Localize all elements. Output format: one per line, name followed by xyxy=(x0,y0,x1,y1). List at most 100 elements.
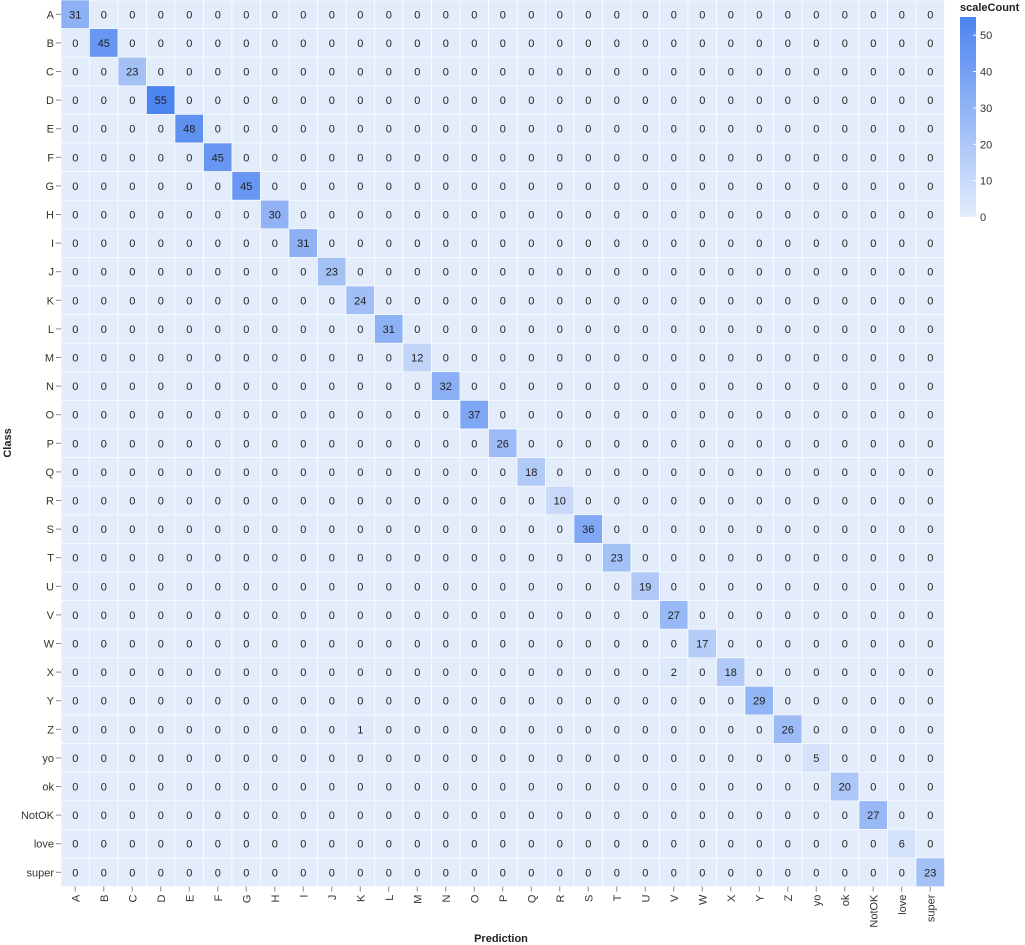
heatmap-cell xyxy=(146,171,176,201)
heatmap-cell xyxy=(174,657,204,687)
cell-value-label: 0 xyxy=(557,267,563,279)
cell-value-label: 0 xyxy=(414,553,420,565)
heatmap-cell xyxy=(117,0,147,29)
cell-value-label: 0 xyxy=(243,238,249,250)
cell-value-label: 0 xyxy=(500,324,506,336)
heatmap-cell xyxy=(915,657,945,687)
cell-value-label: 0 xyxy=(215,667,221,679)
cell-value-label: 0 xyxy=(158,782,164,794)
cell-value-label: 0 xyxy=(870,581,876,593)
heatmap-cell xyxy=(545,686,575,716)
cell-value-label: 0 xyxy=(414,724,420,736)
heatmap-cell xyxy=(773,114,803,144)
cell-value-label: 0 xyxy=(614,782,620,794)
cell-value-label: 0 xyxy=(500,581,506,593)
heatmap-cell xyxy=(89,0,119,29)
cell-value-label: 0 xyxy=(386,410,392,422)
heatmap-cell xyxy=(744,857,774,887)
cell-value-label: 0 xyxy=(72,782,78,794)
heatmap-cell xyxy=(288,285,318,315)
cell-value-label: 0 xyxy=(870,496,876,508)
heatmap-cell xyxy=(773,543,803,573)
heatmap-cell xyxy=(459,28,489,58)
heatmap-cell xyxy=(630,714,660,744)
cell-value-label: 0 xyxy=(899,324,905,336)
cell-value-label: 0 xyxy=(471,238,477,250)
heatmap-cell xyxy=(146,85,176,115)
cell-value-label: 0 xyxy=(357,639,363,651)
cell-value-label: 0 xyxy=(300,467,306,479)
cell-value-label: 0 xyxy=(500,696,506,708)
cell-value-label: 0 xyxy=(870,724,876,736)
cell-value-label: 0 xyxy=(101,124,107,136)
heatmap-cell xyxy=(744,714,774,744)
x-tick-label: love xyxy=(897,895,909,915)
cell-value-label: 0 xyxy=(215,295,221,307)
heatmap-cell xyxy=(887,829,917,859)
heatmap-cell xyxy=(260,600,290,630)
heatmap-cell xyxy=(659,514,689,544)
heatmap-cell xyxy=(459,85,489,115)
cell-value-label: 0 xyxy=(642,353,648,365)
cell-value-label: 0 xyxy=(870,553,876,565)
heatmap-cell xyxy=(488,257,518,287)
cell-value-label: 0 xyxy=(72,210,78,222)
heatmap-cell xyxy=(573,228,603,258)
cell-value-label: 0 xyxy=(414,581,420,593)
heatmap-cell xyxy=(830,457,860,487)
cell-value-label: 0 xyxy=(443,724,449,736)
cell-value-label: 0 xyxy=(785,696,791,708)
heatmap-cell xyxy=(602,800,632,830)
legend-tick-label: 50 xyxy=(980,30,992,42)
cell-value-label: 0 xyxy=(243,753,249,765)
cell-value-label: 0 xyxy=(528,867,534,879)
cell-value-label: 0 xyxy=(585,238,591,250)
cell-value-label: 0 xyxy=(614,267,620,279)
y-tick-label: O xyxy=(45,410,54,422)
cell-value-label: 0 xyxy=(899,467,905,479)
cell-value-label: 0 xyxy=(899,295,905,307)
cell-value-label: 0 xyxy=(386,438,392,450)
heatmap-cell xyxy=(602,114,632,144)
heatmap-cell xyxy=(687,628,717,659)
cell-value-label: 0 xyxy=(927,667,933,679)
cell-value-label: 0 xyxy=(842,210,848,222)
cell-value-label: 0 xyxy=(699,381,705,393)
cell-value-label: 0 xyxy=(101,9,107,21)
cell-value-label: 0 xyxy=(614,639,620,651)
cell-value-label: 0 xyxy=(300,782,306,794)
heatmap-cell xyxy=(744,142,774,172)
cell-value-label: 0 xyxy=(870,696,876,708)
cell-value-label: 0 xyxy=(557,9,563,21)
heatmap-cell xyxy=(545,228,575,258)
cell-value-label: 0 xyxy=(927,610,933,622)
cell-value-label: 0 xyxy=(500,724,506,736)
cell-value-label: 0 xyxy=(386,553,392,565)
cell-value-label: 0 xyxy=(101,867,107,879)
heatmap-cell xyxy=(573,199,603,230)
heatmap-cell xyxy=(630,285,660,315)
cell-value-label: 0 xyxy=(357,124,363,136)
x-tick-label: F xyxy=(213,894,225,901)
cell-value-label: 0 xyxy=(557,839,563,851)
legend-tick-label: 0 xyxy=(980,212,986,224)
heatmap-cell xyxy=(146,628,176,659)
cell-value-label: 0 xyxy=(500,753,506,765)
heatmap-cell xyxy=(89,171,119,201)
heatmap-cell xyxy=(773,686,803,716)
cell-value-label: 0 xyxy=(414,124,420,136)
cell-value-label: 0 xyxy=(813,667,819,679)
heatmap-cell xyxy=(231,85,261,115)
cell-value-label: 0 xyxy=(186,152,192,164)
heatmap-cell xyxy=(260,85,290,115)
cell-value-label: 0 xyxy=(471,724,477,736)
cell-value-label: 0 xyxy=(870,353,876,365)
heatmap-cell xyxy=(459,800,489,830)
heatmap-cell xyxy=(830,199,860,230)
cell-value-label: 0 xyxy=(129,667,135,679)
cell-value-label: 0 xyxy=(557,810,563,822)
cell-value-label: 0 xyxy=(899,581,905,593)
heatmap-cell xyxy=(773,142,803,172)
cell-value-label: 0 xyxy=(443,839,449,851)
heatmap-cell xyxy=(801,857,831,887)
